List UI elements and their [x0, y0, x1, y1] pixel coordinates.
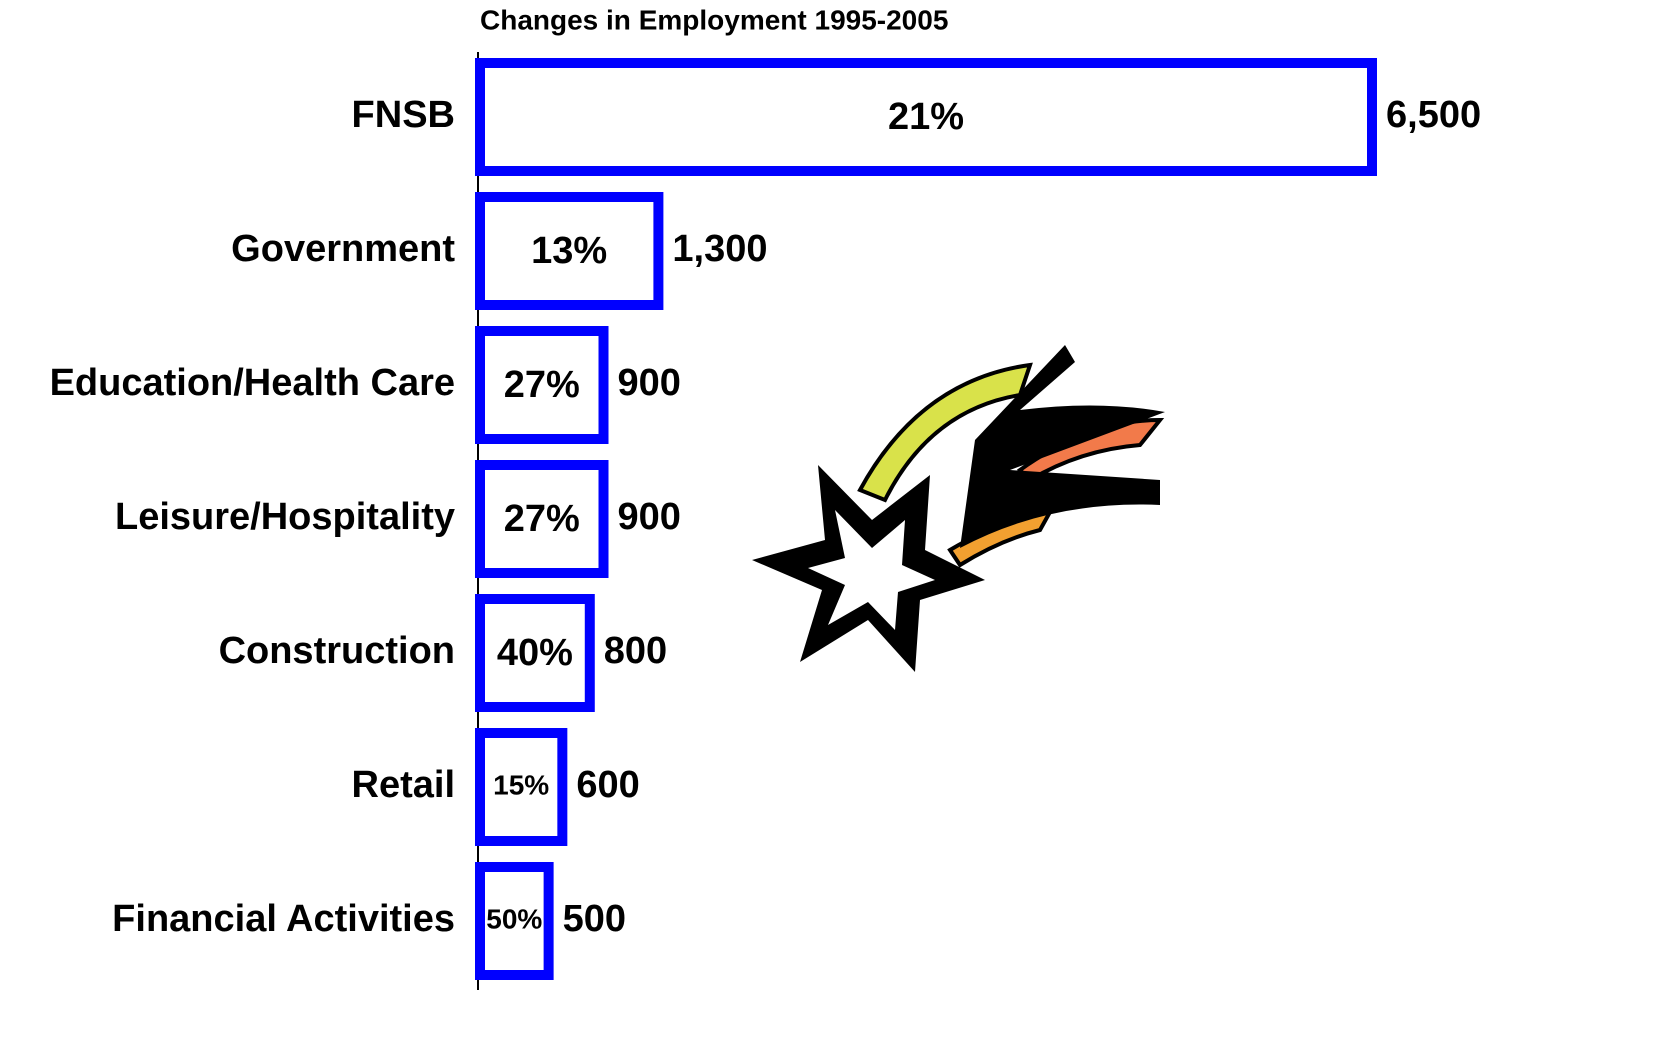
y-tick-label: Education/Health Care	[50, 362, 455, 404]
bar-annotation: 40%	[497, 632, 573, 674]
bar-annotation: 13%	[531, 230, 607, 272]
bar-annotation: 27%	[504, 498, 580, 540]
value-label: 900	[618, 496, 681, 538]
bar-annotation: 27%	[504, 364, 580, 406]
chart-title: Changes in Employment 1995-2005	[480, 4, 948, 35]
y-tick-label: Government	[231, 228, 455, 270]
shooting-star	[752, 345, 1165, 672]
value-label: 600	[576, 764, 639, 806]
y-tick-label: Financial Activities	[112, 898, 455, 940]
value-label: 1,300	[672, 228, 767, 270]
y-tick-label: Leisure/Hospitality	[115, 496, 455, 538]
bar-annotation: 15%	[493, 769, 549, 800]
y-tick-label: FNSB	[352, 94, 455, 136]
value-label: 800	[604, 630, 667, 672]
bar-annotation: 21%	[888, 96, 964, 138]
value-label: 500	[563, 898, 626, 940]
bar-annotation: 50%	[486, 903, 542, 934]
value-label: 6,500	[1386, 94, 1481, 136]
chart: Changes in Employment 1995-2005 FNSB 21% 6…	[0, 0, 1668, 1047]
y-tick-label: Retail	[352, 764, 455, 806]
value-label: 900	[618, 362, 681, 404]
y-tick-label: Construction	[219, 630, 455, 672]
